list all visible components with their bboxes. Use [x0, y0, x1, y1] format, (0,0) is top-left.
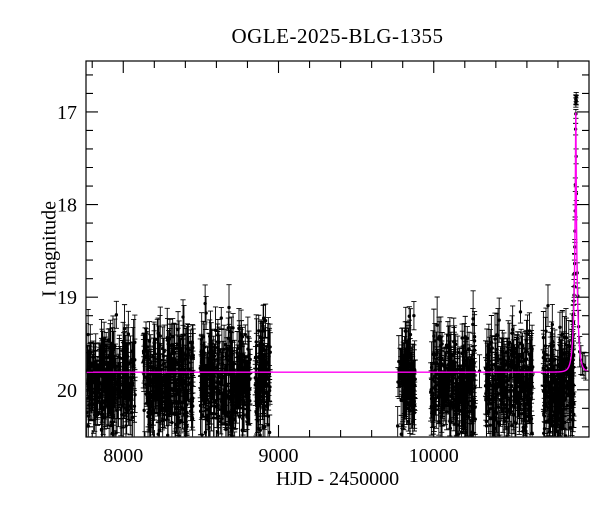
x-tick-label: 9000 [259, 445, 299, 467]
plot-frame [85, 60, 590, 438]
model-curve [86, 112, 589, 373]
y-tick-labels: 17 18 19 20 [57, 102, 77, 402]
y-tick-label: 20 [57, 380, 77, 402]
x-tick-label: 8000 [103, 445, 143, 467]
data-points [86, 95, 588, 437]
x-tick-label: 10000 [409, 445, 459, 467]
y-tick-label: 19 [57, 287, 77, 309]
y-tick-label: 17 [57, 102, 77, 124]
x-tick-labels: 8000 9000 10000 [103, 445, 458, 467]
plot-title: OGLE-2025-BLG-1355 [231, 24, 444, 48]
axis-ticks [86, 61, 589, 437]
y-axis-label: I magnitude [38, 200, 61, 298]
x-axis-label: HJD - 2450000 [275, 468, 400, 490]
y-tick-label: 18 [57, 195, 77, 217]
